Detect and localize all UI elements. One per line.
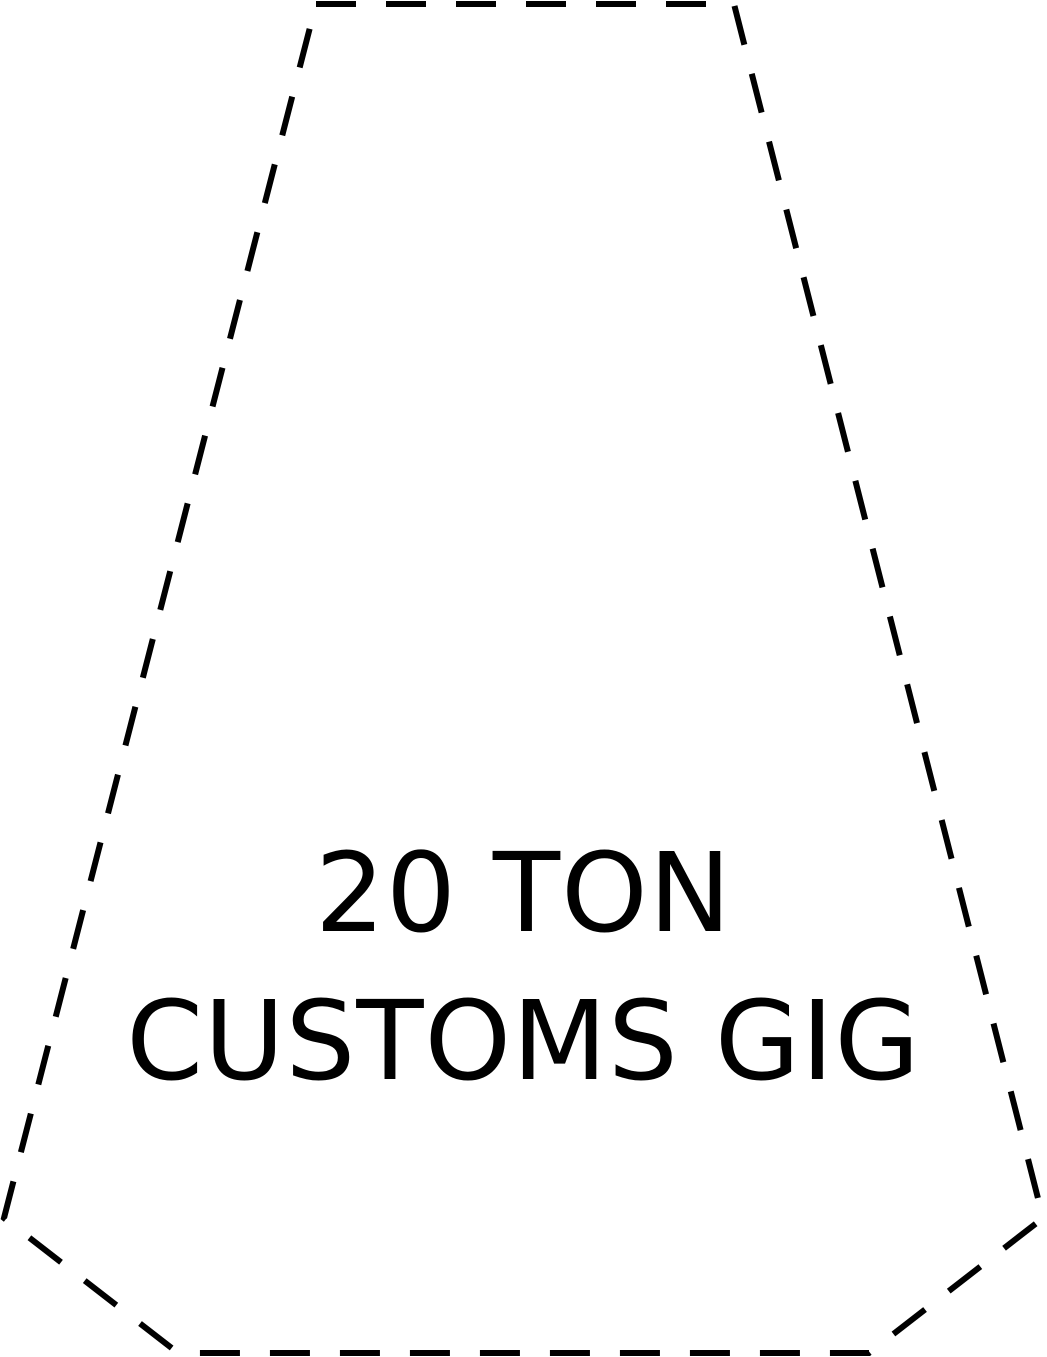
label-line-2: CUSTOMS GIG [126, 977, 921, 1105]
label-line-1: 20 TON [315, 829, 732, 957]
